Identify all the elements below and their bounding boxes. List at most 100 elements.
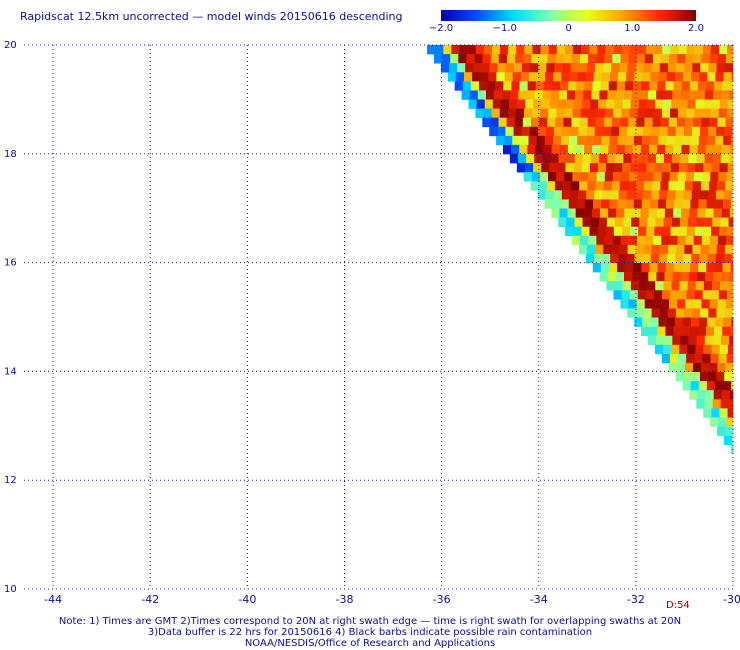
heatmap-cell [624, 272, 633, 282]
heatmap-cell [686, 290, 695, 300]
heatmap-cell [701, 362, 710, 373]
heatmap-cell [714, 81, 723, 91]
heatmap-cell [539, 117, 548, 128]
heatmap-cell [699, 372, 709, 382]
heatmap-cell [722, 199, 732, 209]
heatmap-cell [556, 172, 565, 182]
heatmap-cell [587, 117, 597, 128]
heatmap-cell [721, 272, 730, 282]
heatmap-cell [575, 208, 585, 218]
heatmap-cell [664, 90, 673, 100]
heatmap-cell [563, 117, 572, 128]
heatmap-cell [722, 81, 731, 91]
heatmap-cell [526, 90, 535, 100]
heatmap-cell [668, 244, 677, 255]
heatmap-cell [654, 344, 664, 355]
heatmap-cell [728, 154, 734, 164]
heatmap-cell [702, 353, 711, 364]
heatmap-cell [662, 45, 671, 55]
heatmap-cell [690, 317, 700, 327]
heatmap-cell [591, 208, 601, 218]
heatmap-cell [710, 45, 720, 55]
heatmap-cell [699, 72, 708, 82]
heatmap-cell [674, 72, 684, 82]
heatmap-cell [647, 217, 656, 227]
heatmap-cell [560, 199, 570, 209]
heatmap-cell [588, 235, 597, 246]
heatmap-cell [458, 54, 467, 64]
heatmap-cell [630, 226, 639, 237]
heatmap-cell [703, 226, 712, 237]
heatmap-cell [546, 63, 555, 73]
heatmap-cell [685, 299, 694, 309]
heatmap-cell [711, 163, 720, 173]
heatmap-cell [730, 199, 734, 209]
heatmap-cell [690, 263, 699, 273]
heatmap-cell [565, 226, 574, 237]
heatmap-cell [534, 90, 543, 100]
heatmap-cell [704, 399, 713, 409]
heatmap-cell [624, 144, 634, 155]
heatmap-cell [606, 163, 615, 173]
heatmap-cell [516, 45, 525, 55]
heatmap-cell [512, 135, 521, 146]
heatmap-cell [703, 281, 713, 291]
heatmap-cell [472, 72, 481, 82]
heatmap-cell [470, 81, 480, 91]
heatmap-cell [514, 117, 524, 128]
heatmap-cell [603, 63, 612, 73]
heatmap-cell [709, 181, 718, 191]
heatmap-cell [541, 99, 550, 109]
heatmap-cell [628, 299, 637, 309]
colorbar-tick-label: 0 [565, 23, 571, 34]
heatmap-cell [659, 190, 668, 200]
heatmap-cell [538, 181, 548, 191]
heatmap-cell [518, 90, 527, 100]
heatmap-cell [707, 72, 716, 82]
heatmap-cell [639, 217, 648, 227]
heatmap-cell [491, 45, 501, 55]
heatmap-cell [550, 154, 559, 164]
heatmap-cell [670, 290, 679, 300]
heatmap-cell [677, 299, 686, 309]
heatmap-cell [611, 181, 621, 191]
heatmap-cell [681, 81, 691, 91]
heatmap-cell [565, 99, 575, 109]
heatmap-cell [611, 63, 620, 73]
heatmap-cell [697, 81, 707, 91]
heatmap-cell [723, 253, 733, 264]
heatmap-cell [556, 45, 566, 55]
heatmap-cell [595, 181, 604, 191]
heatmap-cell [698, 199, 707, 209]
y-tick-label: 20 [4, 40, 17, 51]
heatmap-cell [515, 108, 525, 118]
heatmap-cell [729, 272, 734, 282]
heatmap-cell [455, 72, 465, 82]
heatmap-cell [547, 117, 556, 128]
heatmap-cell [702, 108, 711, 118]
heatmap-cell [522, 117, 532, 128]
heatmap-cell [656, 335, 665, 346]
heatmap-cell [708, 126, 717, 137]
heatmap-cell [661, 108, 671, 118]
heatmap-cell [595, 117, 605, 128]
y-tick-label: 16 [4, 258, 17, 269]
heatmap-cell [613, 226, 623, 237]
heatmap-cell [702, 290, 712, 300]
heatmap-cell [605, 45, 614, 55]
heatmap-cell [615, 272, 625, 282]
heatmap-cell [542, 90, 552, 100]
heatmap-cell [596, 235, 605, 246]
heatmap-cell [650, 72, 659, 82]
heatmap-cell [560, 135, 570, 146]
heatmap-cell [622, 281, 632, 291]
heatmap-cell [592, 81, 601, 91]
heatmap-cell [621, 172, 630, 182]
heatmap-cell [672, 208, 682, 218]
heatmap-cell [540, 45, 550, 55]
heatmap-cell [512, 72, 522, 82]
heatmap-cell [647, 281, 656, 291]
heatmap-cell [634, 72, 643, 82]
heatmap-cell [527, 81, 537, 91]
heatmap-cell [576, 81, 585, 91]
